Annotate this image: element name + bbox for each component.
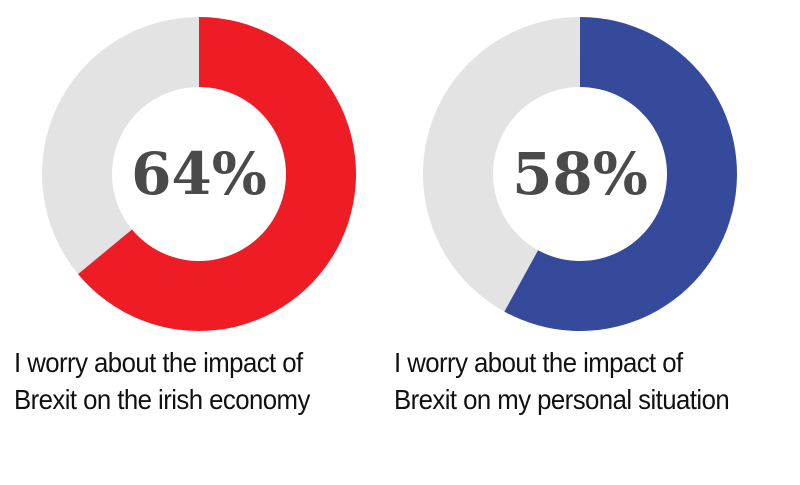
donut-chart-economy: 64% (41, 17, 356, 331)
caption-economy: I worry about the impact of Brexit on th… (14, 347, 310, 415)
remainder-slice (41, 17, 199, 275)
percent-label: 58% (512, 140, 648, 208)
caption-personal: I worry about the impact of Brexit on my… (394, 347, 730, 415)
donut-chart-personal: 58% (422, 17, 737, 332)
percent-label: 64% (131, 140, 267, 208)
value-slice (504, 17, 737, 332)
value-slice (78, 17, 356, 331)
remainder-slice (422, 17, 580, 312)
